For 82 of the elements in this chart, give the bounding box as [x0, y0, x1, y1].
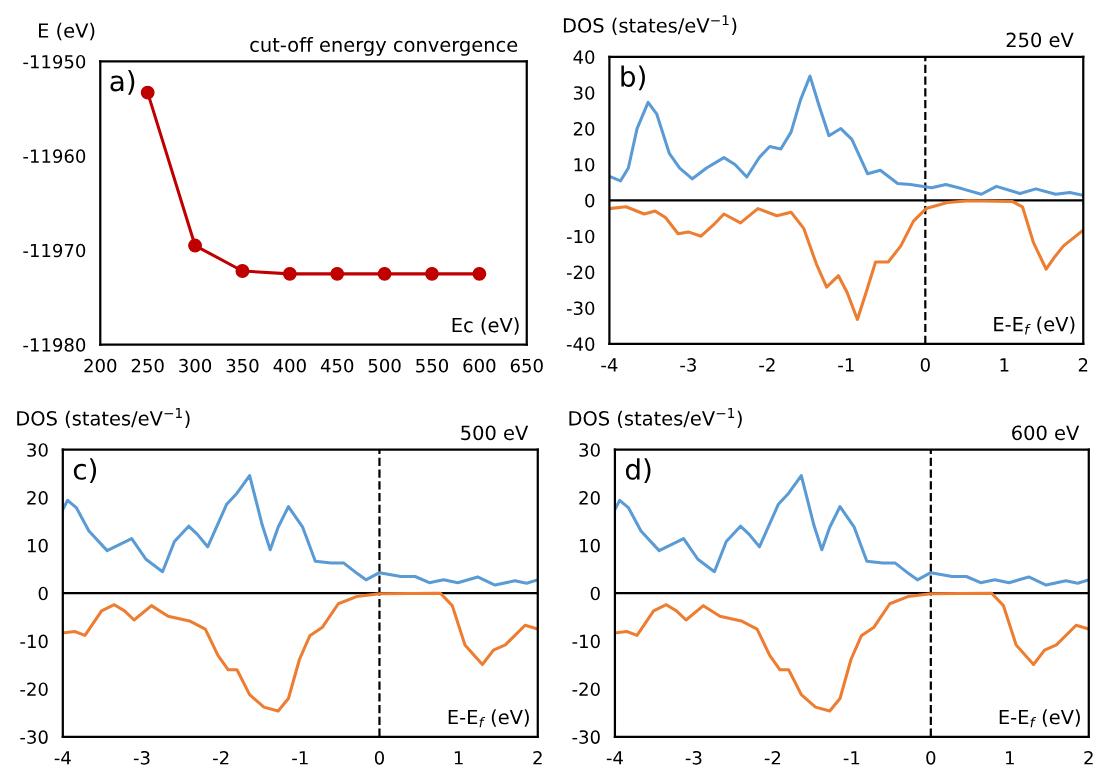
y-tick-label: -30: [566, 301, 595, 316]
y-tick-label: 10: [27, 538, 48, 553]
x-axis-title: E-E$_{f}$ (eV): [999, 709, 1080, 728]
x-tick-label: 0: [926, 750, 936, 765]
point: [282, 266, 297, 281]
x-tick-label: -3: [133, 750, 150, 765]
chart-title: cut-off energy convergence: [250, 36, 518, 56]
x-tick-label: 250: [131, 358, 164, 373]
x-tick-label: -2: [213, 750, 229, 765]
y-tick-label: -11980: [23, 338, 86, 352]
y-tick-label: 0: [38, 586, 48, 601]
point: [425, 266, 439, 281]
y-tick-label: 30: [579, 443, 600, 457]
x-tick-label: -4: [606, 751, 623, 765]
x-tick-label: 0: [920, 358, 930, 372]
annotation: a): [110, 69, 135, 95]
y-axis-title: DOS (states/eV$^{−1}$): [569, 408, 742, 428]
y-tick-label: 30: [573, 86, 595, 100]
x-tick-label: -2: [764, 750, 781, 765]
y-tick-label: 10: [574, 157, 595, 172]
point: [188, 238, 202, 253]
y-tick-label: -20: [572, 682, 600, 697]
y-tick-label: -11960: [23, 149, 86, 163]
x-tick-label: 350: [226, 358, 259, 373]
annotation: d): [625, 458, 651, 484]
x-tick-label: 600: [463, 358, 496, 373]
annotation: c): [73, 458, 97, 484]
y-axis-title: E (eV): [39, 22, 95, 41]
x-tick-label: 1: [1000, 358, 1009, 372]
y-tick-label: 20: [573, 122, 595, 136]
x-tick-label: 2: [1078, 358, 1088, 372]
x-tick-label: 2: [1084, 750, 1093, 765]
y-axis-title: DOS (states/eV$^{−1}$): [17, 408, 190, 428]
x-tick-label: -1: [843, 751, 860, 765]
chart-title: 600 eV: [1012, 425, 1080, 441]
y-tick-label: -11970: [23, 243, 86, 258]
x-tick-label: -3: [685, 750, 702, 765]
point: [472, 266, 487, 281]
x-tick-label: 500: [368, 358, 401, 373]
y-tick-label: 20: [579, 490, 600, 505]
x-tick-label: 1: [1006, 751, 1014, 765]
y-tick-label: 40: [573, 50, 595, 64]
y-tick-label: 0: [590, 586, 600, 601]
y-tick-label: -30: [572, 730, 600, 744]
y-tick-label: -11950: [23, 54, 86, 69]
y-tick-label: 0: [585, 193, 595, 208]
x-tick-label: 1: [454, 751, 463, 765]
y-tick-label: -40: [566, 337, 595, 351]
x-tick-label: -1: [838, 358, 854, 372]
chart-title: 500 eV: [461, 425, 529, 441]
y-tick-label: -20: [20, 682, 48, 697]
y-axis-title: DOS (states/eV$^{−1}$): [563, 15, 737, 36]
y-tick-label: 10: [580, 538, 600, 553]
annotation: b): [621, 65, 645, 91]
point: [330, 266, 345, 281]
point: [377, 266, 392, 281]
y-tick-label: -10: [20, 634, 48, 649]
point: [140, 85, 155, 100]
point: [235, 264, 250, 278]
y-tick-label: -10: [566, 229, 595, 244]
x-tick-label: 300: [179, 358, 212, 373]
y-tick-label: 20: [27, 490, 48, 505]
x-tick-label: 0: [374, 750, 384, 765]
x-tick-label: 650: [510, 358, 543, 373]
x-axis-title: E-E$_{f}$ (eV): [994, 316, 1075, 335]
y-tick-label: -20: [566, 265, 595, 280]
x-axis-title: Ec (eV): [452, 317, 519, 335]
x-tick-label: 400: [273, 358, 306, 373]
chart-title: 250 eV: [1006, 32, 1074, 48]
y-tick-label: -10: [572, 634, 600, 649]
x-tick-label: -4: [54, 751, 71, 765]
x-tick-label: 450: [320, 358, 354, 373]
y-tick-label: 30: [27, 443, 48, 457]
x-tick-label: -3: [680, 358, 696, 372]
x-tick-label: -4: [601, 358, 618, 372]
x-axis-title: E-E$_{f}$ (eV): [448, 709, 529, 728]
x-tick-label: 2: [533, 750, 542, 765]
x-tick-label: 200: [84, 358, 117, 373]
y-tick-label: -30: [20, 730, 48, 744]
x-tick-label: -2: [759, 358, 775, 372]
x-tick-label: 550: [416, 358, 449, 373]
x-tick-label: -1: [292, 751, 308, 765]
